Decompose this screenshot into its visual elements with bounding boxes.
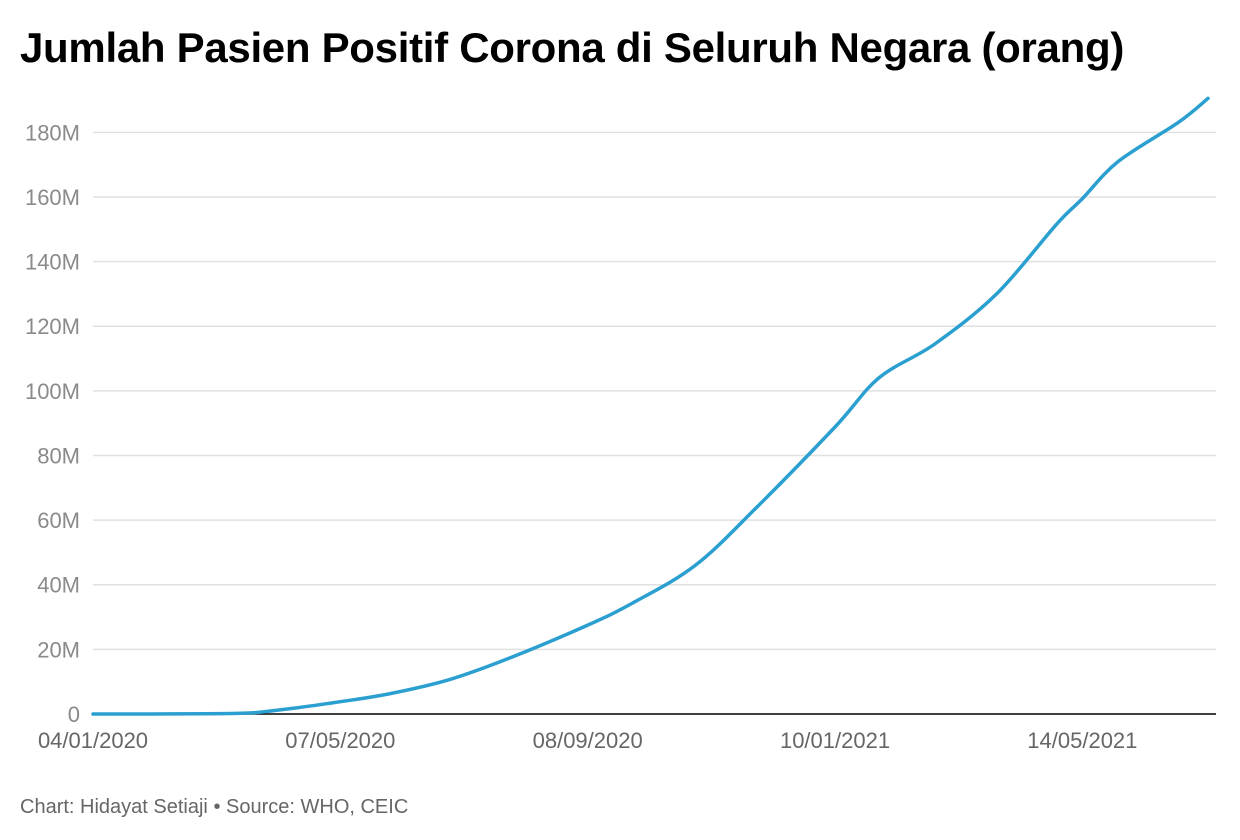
y-tick-label: 100M (25, 379, 80, 404)
gridlines (93, 131, 1216, 651)
y-tick-label: 180M (25, 120, 80, 145)
y-tick-label: 60M (37, 508, 80, 533)
y-tick-label: 0 (68, 702, 80, 727)
y-axis-tick-labels: 0 20M 40M 60M 80M 100M 120M 140M 160M 180M (25, 120, 80, 727)
x-tick-label: 08/09/2020 (533, 728, 643, 753)
y-tick-label: 140M (25, 250, 80, 275)
chart-credit: Chart: Hidayat Setiaji (20, 796, 208, 818)
x-tick-label: 04/01/2020 (38, 728, 148, 753)
y-tick-label: 160M (25, 185, 80, 210)
series-line (91, 96, 1210, 716)
y-tick-label: 80M (37, 443, 80, 468)
y-tick-label: 40M (37, 573, 80, 598)
y-tick-label: 120M (25, 314, 80, 339)
chart-title: Jumlah Pasien Positif Corona di Seluruh … (20, 24, 1124, 71)
x-axis-tick-labels: 04/01/2020 07/05/2020 08/09/2020 10/01/2021… (38, 728, 1137, 753)
x-tick-label: 07/05/2020 (285, 728, 395, 753)
y-tick-label: 20M (37, 637, 80, 662)
chart-source: Source: WHO, CEIC (226, 796, 409, 818)
footer-separator: • (213, 796, 221, 818)
line-chart: 0 20M 40M 60M 80M 100M 120M 140M 160M 180M 04/01/… (25, 96, 1216, 753)
series-layer (91, 96, 1210, 716)
x-tick-label: 14/05/2021 (1027, 728, 1137, 753)
chart-footer: Chart: Hidayat Setiaji • Source: WHO, CE… (20, 794, 408, 820)
x-tick-label: 10/01/2021 (780, 728, 890, 753)
